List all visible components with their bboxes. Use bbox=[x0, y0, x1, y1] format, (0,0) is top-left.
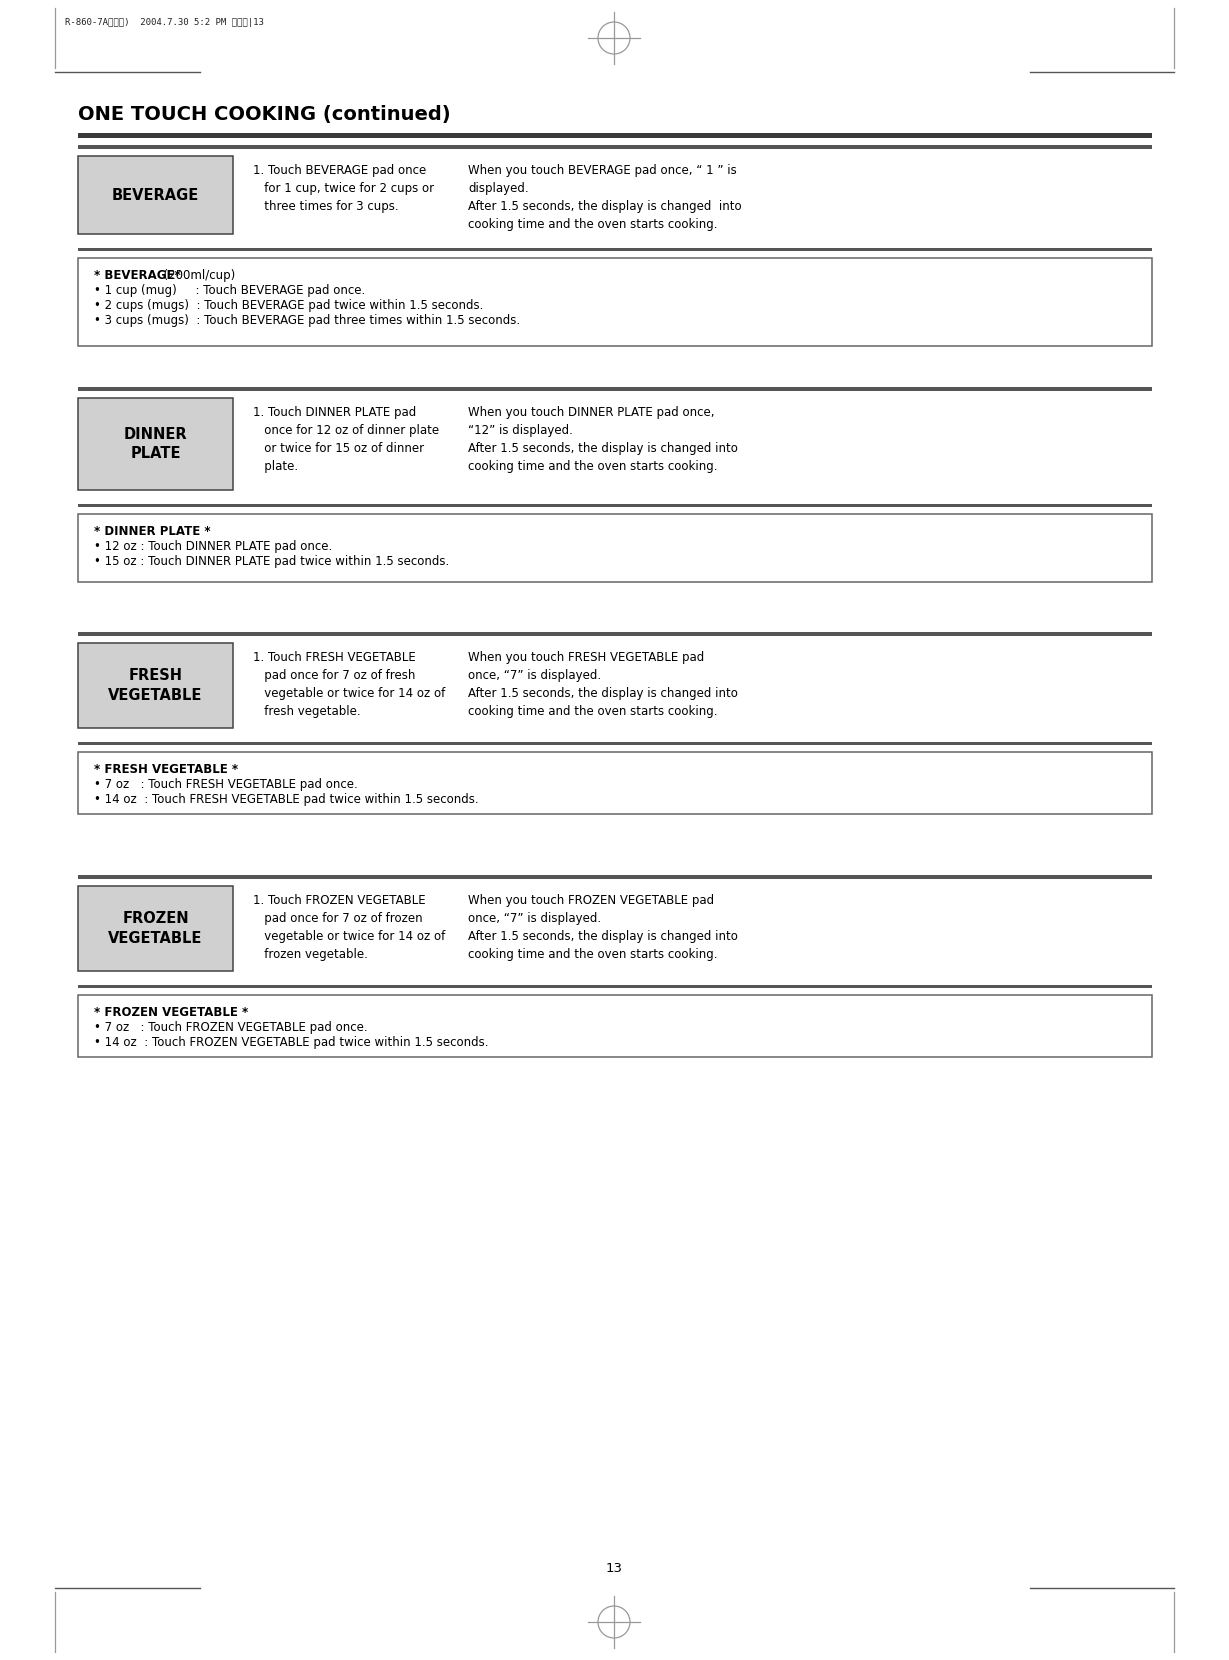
Text: 13: 13 bbox=[606, 1562, 623, 1575]
Text: • 15 oz : Touch DINNER PLATE pad twice within 1.5 seconds.: • 15 oz : Touch DINNER PLATE pad twice w… bbox=[93, 554, 450, 568]
Text: • 2 cups (mugs)  : Touch BEVERAGE pad twice within 1.5 seconds.: • 2 cups (mugs) : Touch BEVERAGE pad twi… bbox=[93, 299, 483, 312]
Bar bbox=[77, 886, 234, 971]
Text: When you touch BEVERAGE pad once, “ 1 ” is
displayed.
After 1.5 seconds, the dis: When you touch BEVERAGE pad once, “ 1 ” … bbox=[468, 164, 741, 231]
Text: When you touch FROZEN VEGETABLE pad
once, “7” is displayed.
After 1.5 seconds, t: When you touch FROZEN VEGETABLE pad once… bbox=[468, 895, 737, 961]
Text: 1. Touch BEVERAGE pad once
   for 1 cup, twice for 2 cups or
   three times for : 1. Touch BEVERAGE pad once for 1 cup, tw… bbox=[253, 164, 434, 212]
Text: • 7 oz   : Touch FRESH VEGETABLE pad once.: • 7 oz : Touch FRESH VEGETABLE pad once. bbox=[93, 779, 358, 792]
Bar bbox=[77, 156, 234, 234]
Text: FRESH
VEGETABLE: FRESH VEGETABLE bbox=[108, 669, 203, 702]
Text: * FRESH VEGETABLE *: * FRESH VEGETABLE * bbox=[93, 764, 238, 775]
Text: • 7 oz   : Touch FROZEN VEGETABLE pad once.: • 7 oz : Touch FROZEN VEGETABLE pad once… bbox=[93, 1021, 367, 1034]
Bar bbox=[77, 642, 234, 729]
Bar bbox=[77, 257, 1152, 345]
Text: ONE TOUCH COOKING (continued): ONE TOUCH COOKING (continued) bbox=[77, 105, 451, 124]
Bar bbox=[77, 247, 1152, 251]
Text: * DINNER PLATE *: * DINNER PLATE * bbox=[93, 525, 210, 538]
Bar bbox=[77, 994, 1152, 1057]
Text: 1. Touch DINNER PLATE pad
   once for 12 oz of dinner plate
   or twice for 15 o: 1. Touch DINNER PLATE pad once for 12 oz… bbox=[253, 407, 439, 473]
Bar bbox=[77, 752, 1152, 813]
Bar bbox=[77, 742, 1152, 745]
Text: • 1 cup (mug)     : Touch BEVERAGE pad once.: • 1 cup (mug) : Touch BEVERAGE pad once. bbox=[93, 284, 365, 297]
Text: * FROZEN VEGETABLE *: * FROZEN VEGETABLE * bbox=[93, 1006, 248, 1019]
Bar bbox=[77, 144, 1152, 149]
Text: When you touch FRESH VEGETABLE pad
once, “7” is displayed.
After 1.5 seconds, th: When you touch FRESH VEGETABLE pad once,… bbox=[468, 651, 737, 719]
Text: • 14 oz  : Touch FRESH VEGETABLE pad twice within 1.5 seconds.: • 14 oz : Touch FRESH VEGETABLE pad twic… bbox=[93, 793, 478, 807]
Bar bbox=[77, 515, 1152, 583]
Bar bbox=[77, 875, 1152, 880]
Text: BEVERAGE: BEVERAGE bbox=[112, 188, 199, 203]
Text: • 12 oz : Touch DINNER PLATE pad once.: • 12 oz : Touch DINNER PLATE pad once. bbox=[93, 540, 332, 553]
Text: • 3 cups (mugs)  : Touch BEVERAGE pad three times within 1.5 seconds.: • 3 cups (mugs) : Touch BEVERAGE pad thr… bbox=[93, 314, 520, 327]
Text: • 14 oz  : Touch FROZEN VEGETABLE pad twice within 1.5 seconds.: • 14 oz : Touch FROZEN VEGETABLE pad twi… bbox=[93, 1036, 488, 1049]
Text: * BEVERAGE*: * BEVERAGE* bbox=[93, 269, 181, 282]
Bar bbox=[77, 505, 1152, 506]
Text: FROZEN
VEGETABLE: FROZEN VEGETABLE bbox=[108, 911, 203, 946]
Text: 1. Touch FROZEN VEGETABLE
   pad once for 7 oz of frozen
   vegetable or twice f: 1. Touch FROZEN VEGETABLE pad once for 7… bbox=[253, 895, 445, 961]
Text: 1. Touch FRESH VEGETABLE
   pad once for 7 oz of fresh
   vegetable or twice for: 1. Touch FRESH VEGETABLE pad once for 7 … bbox=[253, 651, 445, 719]
Bar bbox=[77, 398, 234, 490]
Text: (200ml/cup): (200ml/cup) bbox=[156, 269, 235, 282]
Text: R-860-7A영기본)  2004.7.30 5:2 PM 페이지|13: R-860-7A영기본) 2004.7.30 5:2 PM 페이지|13 bbox=[65, 18, 264, 27]
Text: When you touch DINNER PLATE pad once,
“12” is displayed.
After 1.5 seconds, the : When you touch DINNER PLATE pad once, “1… bbox=[468, 407, 737, 473]
Bar bbox=[77, 984, 1152, 988]
Bar bbox=[77, 133, 1152, 138]
Bar bbox=[77, 387, 1152, 392]
Text: DINNER
PLATE: DINNER PLATE bbox=[124, 427, 187, 461]
Bar bbox=[77, 632, 1152, 636]
